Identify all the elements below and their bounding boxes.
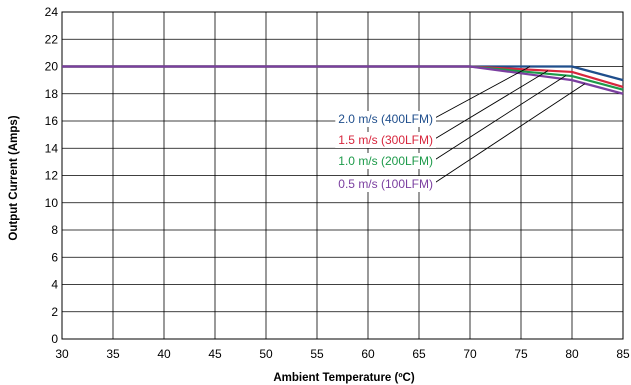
x-tick-label: 80 [565,347,579,361]
y-tick-label: 16 [45,114,59,128]
y-tick-label: 10 [45,196,59,210]
series-line-4 [62,65,624,95]
legend-leader-lines [432,66,586,185]
series-lines [62,65,624,95]
legend-label: 1.0 m/s (200LFM) [338,154,433,168]
y-tick-label: 6 [51,250,58,264]
y-tick-label: 22 [45,32,59,46]
legend: 2.0 m/s (400LFM) 1.5 m/s (300LFM) 1.0 m/s … [335,111,436,192]
y-tick-label: 12 [45,169,59,183]
x-axis-label: Ambient Temperature (ºC) [273,372,415,384]
legend-label-bg [335,111,436,127]
x-tick-label: 50 [259,347,273,361]
leader-line [432,66,531,120]
leader-line [432,70,549,141]
y-tick-label: 20 [45,60,59,74]
grid [61,11,624,340]
x-tick-label: 45 [208,347,222,361]
x-tick-label: 70 [463,347,477,361]
x-tick-label: 60 [361,347,375,361]
x-tick-label: 40 [157,347,171,361]
y-tick-label: 14 [45,141,59,155]
x-tick-label: 85 [616,347,630,361]
leader-line [432,75,567,162]
y-tick-label: 2 [51,305,58,319]
legend-label-bg [335,132,436,148]
legend-label: 1.5 m/s (300LFM) [338,133,433,147]
legend-label-bg [335,176,436,192]
x-tick-label: 55 [310,347,324,361]
leader-line [432,83,586,185]
x-tick-label: 75 [514,347,528,361]
x-tick-label: 35 [106,347,120,361]
plot-border [61,11,624,340]
x-axis-ticks: 30 35 40 45 50 55 60 65 70 75 80 85 [55,347,630,361]
y-tick-label: 18 [45,87,59,101]
x-tick-label: 65 [412,347,426,361]
y-tick-label: 0 [51,332,58,346]
legend-label: 0.5 m/s (100LFM) [338,177,433,191]
y-tick-label: 24 [45,5,59,19]
y-tick-label: 8 [51,223,58,237]
y-axis-label: Output Current (Amps) [8,115,20,240]
y-tick-label: 4 [51,278,58,292]
x-tick-label: 30 [55,347,69,361]
legend-label-bg [335,153,436,169]
legend-label: 2.0 m/s (400LFM) [338,112,433,126]
